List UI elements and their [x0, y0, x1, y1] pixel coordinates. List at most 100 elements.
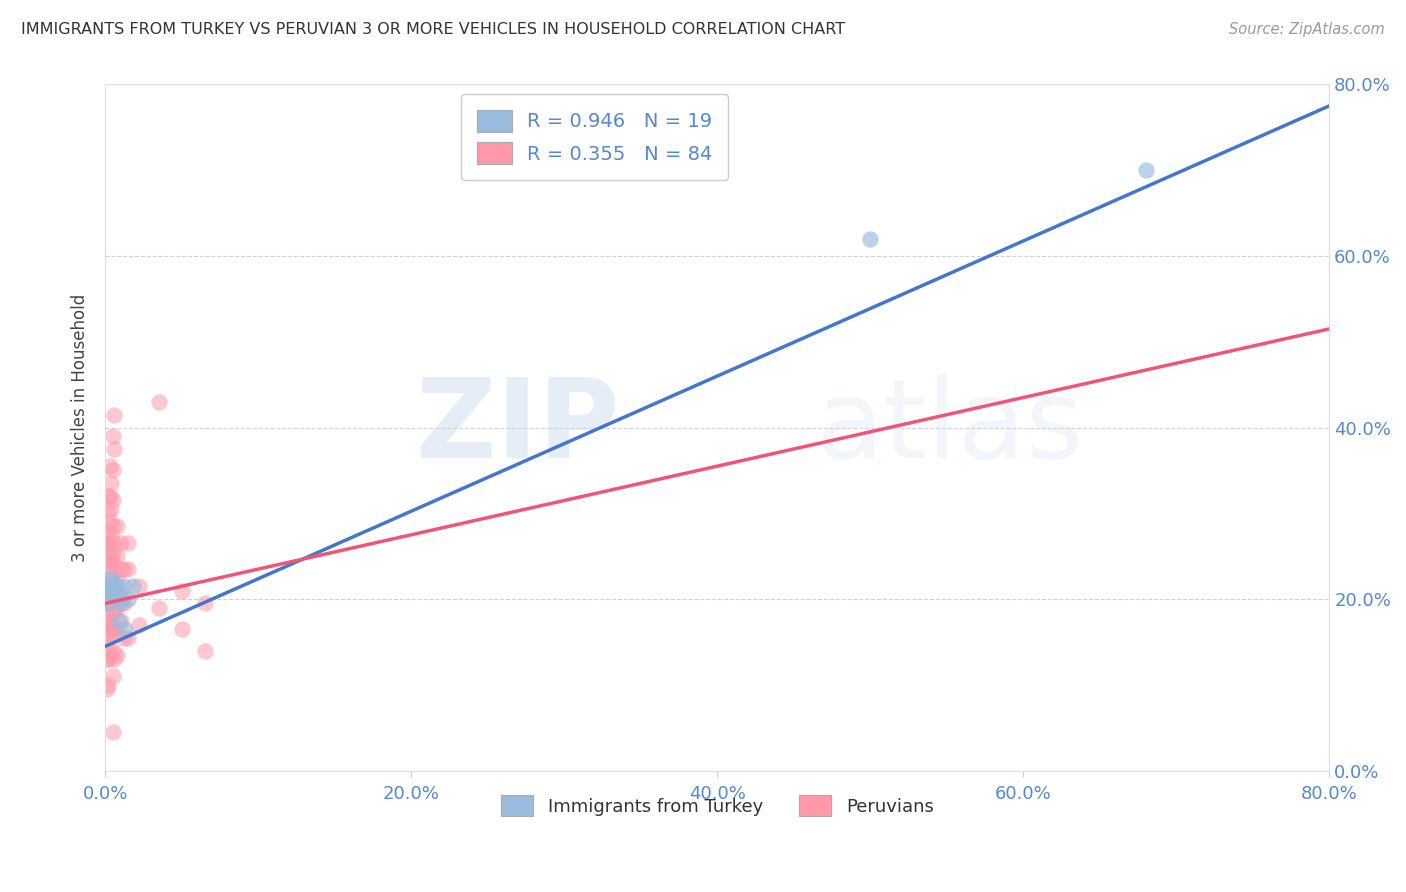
Point: [96, 536, 118, 550]
Point: [110, 596, 132, 610]
Point: [100, 592, 122, 607]
Point: [97, 558, 120, 572]
Point: [100, 502, 122, 516]
Point: [170, 583, 193, 598]
Point: [110, 588, 132, 602]
Point: [101, 463, 124, 477]
Point: [97, 524, 120, 538]
Point: [108, 614, 131, 628]
Point: [96, 682, 118, 697]
Text: Source: ZipAtlas.com: Source: ZipAtlas.com: [1229, 22, 1385, 37]
Point: [98, 622, 121, 636]
Point: [103, 588, 125, 602]
Point: [100, 549, 122, 564]
Point: [100, 571, 122, 585]
Point: [96, 596, 118, 610]
Point: [148, 394, 170, 409]
Y-axis label: 3 or more Vehicles in Household: 3 or more Vehicles in Household: [72, 293, 89, 562]
Point: [101, 669, 124, 683]
Point: [98, 515, 121, 529]
Point: [101, 643, 124, 657]
Point: [98, 536, 121, 550]
Point: [103, 626, 125, 640]
Point: [103, 579, 125, 593]
Point: [97, 596, 120, 610]
Point: [104, 579, 127, 593]
Point: [97, 507, 120, 521]
Point: [96, 553, 118, 567]
Point: [112, 579, 135, 593]
Point: [98, 579, 121, 593]
Point: [117, 592, 139, 607]
Point: [101, 545, 124, 559]
Point: [107, 549, 129, 564]
Point: [100, 648, 122, 662]
Point: [859, 232, 882, 246]
Text: IMMIGRANTS FROM TURKEY VS PERUVIAN 3 OR MORE VEHICLES IN HOUSEHOLD CORRELATION C: IMMIGRANTS FROM TURKEY VS PERUVIAN 3 OR …: [21, 22, 845, 37]
Point: [96, 588, 118, 602]
Point: [112, 631, 135, 645]
Point: [170, 622, 193, 636]
Point: [111, 592, 134, 607]
Point: [97, 583, 120, 598]
Point: [117, 562, 139, 576]
Point: [97, 652, 120, 666]
Point: [103, 652, 125, 666]
Point: [114, 622, 136, 636]
Point: [97, 614, 120, 628]
Point: [101, 493, 124, 508]
Point: [97, 574, 120, 589]
Point: [103, 605, 125, 619]
Point: [103, 558, 125, 572]
Text: atlas: atlas: [815, 374, 1084, 481]
Point: [98, 553, 121, 567]
Point: [101, 725, 124, 739]
Point: [101, 519, 124, 533]
Point: [110, 562, 132, 576]
Point: [96, 640, 118, 654]
Point: [107, 583, 129, 598]
Point: [101, 566, 124, 581]
Point: [100, 476, 122, 491]
Point: [112, 596, 135, 610]
Point: [98, 459, 121, 474]
Point: [128, 579, 150, 593]
Point: [98, 596, 121, 610]
Point: [98, 574, 121, 589]
Point: [1135, 163, 1157, 178]
Point: [103, 408, 125, 422]
Point: [96, 614, 118, 628]
Point: [107, 648, 129, 662]
Point: [110, 536, 132, 550]
Point: [96, 626, 118, 640]
Point: [101, 583, 124, 598]
Point: [107, 600, 129, 615]
Point: [117, 536, 139, 550]
Point: [101, 574, 124, 589]
Point: [96, 652, 118, 666]
Point: [101, 429, 124, 443]
Point: [97, 489, 120, 503]
Point: [107, 519, 129, 533]
Point: [97, 631, 120, 645]
Point: [100, 583, 122, 598]
Point: [100, 618, 122, 632]
Point: [148, 600, 170, 615]
Point: [96, 605, 118, 619]
Point: [100, 528, 122, 542]
Point: [97, 596, 120, 610]
Point: [128, 618, 150, 632]
Point: [121, 579, 143, 593]
Point: [96, 579, 118, 593]
Point: [98, 571, 121, 585]
Point: [107, 574, 129, 589]
Point: [103, 442, 125, 456]
Point: [194, 596, 217, 610]
Point: [112, 562, 135, 576]
Point: [101, 605, 124, 619]
Point: [117, 631, 139, 645]
Text: ZIP: ZIP: [416, 374, 619, 481]
Point: [110, 614, 132, 628]
Point: [194, 643, 217, 657]
Point: [103, 536, 125, 550]
